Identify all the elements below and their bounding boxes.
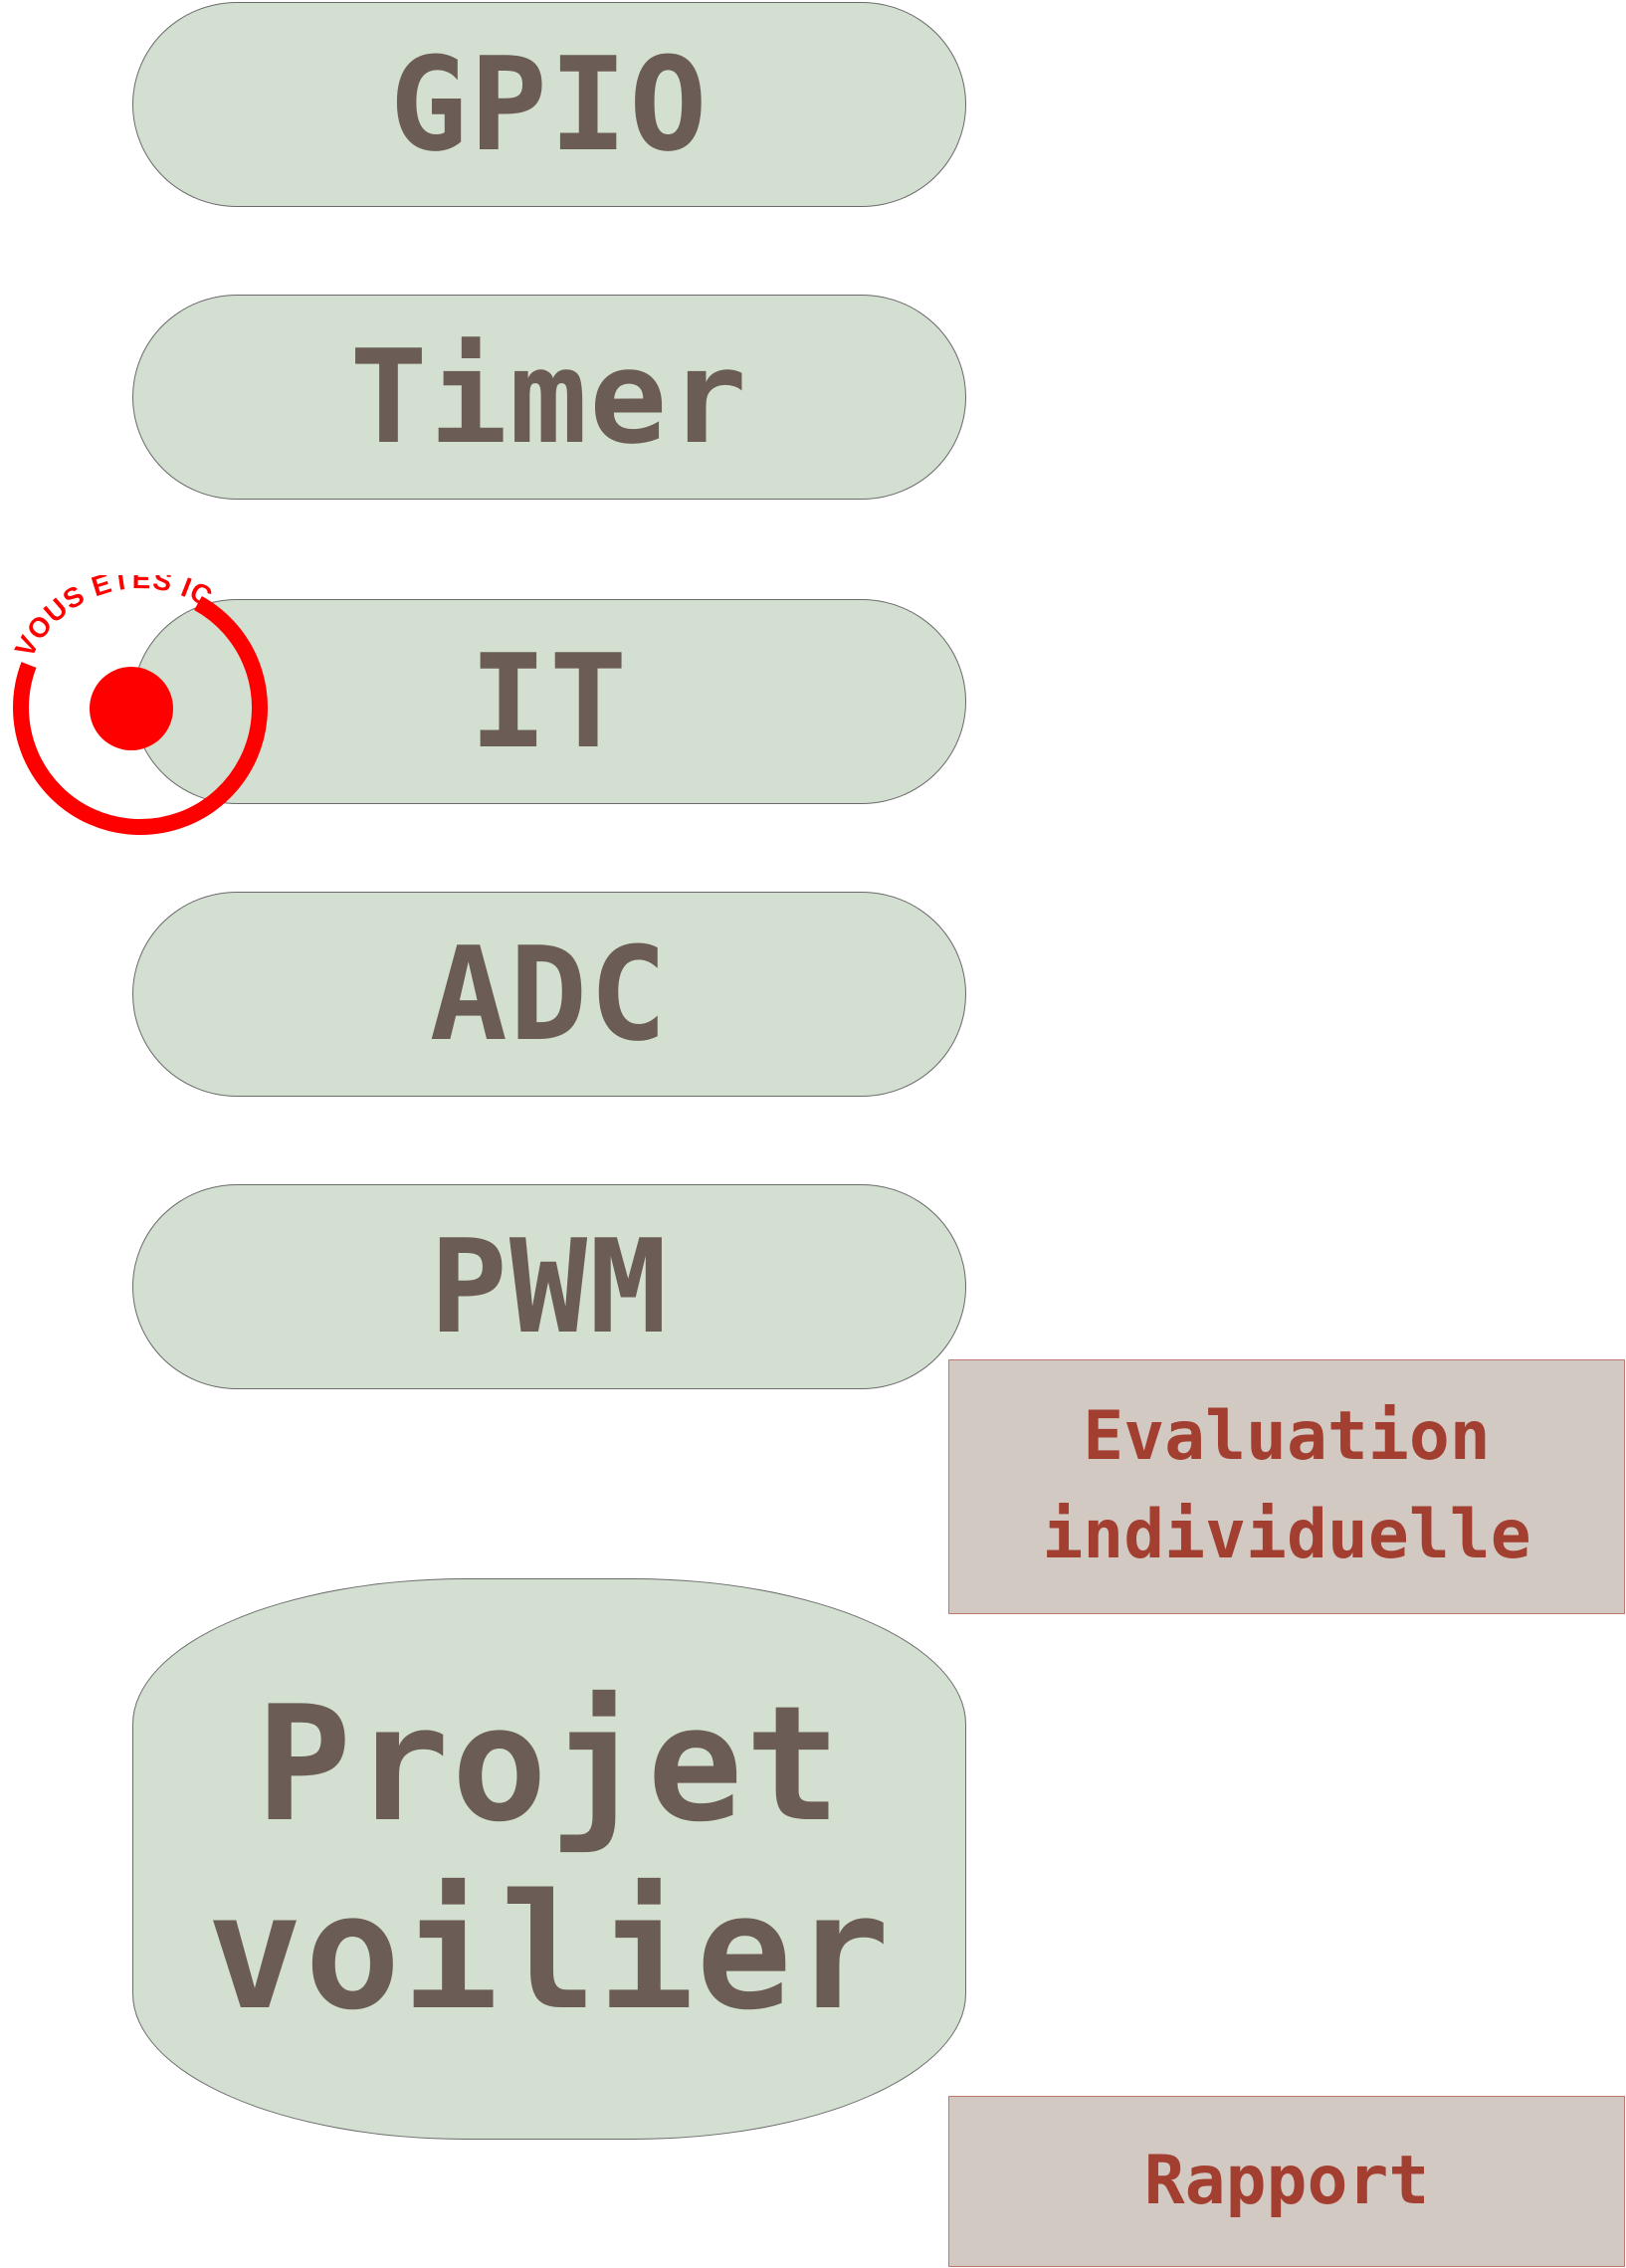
module-gpio-label: GPIO xyxy=(389,29,710,180)
module-it-label: IT xyxy=(469,626,630,777)
module-it[interactable]: IT xyxy=(132,599,966,804)
evaluation-note: Evaluation individuelle xyxy=(948,1359,1625,1614)
rapport-note: Rapport xyxy=(948,2096,1625,2267)
marker-ring xyxy=(13,596,268,836)
module-pwm-label: PWM xyxy=(429,1211,670,1362)
rapport-label: Rapport xyxy=(1143,2141,1430,2220)
you-are-here-marker: VOUS ÊTES ICI xyxy=(0,575,269,844)
module-timer[interactable]: Timer xyxy=(132,295,966,500)
module-adc[interactable]: ADC xyxy=(132,892,966,1097)
marker-label-path: VOUS ÊTES ICI xyxy=(0,575,217,662)
project-title: Projet voilier xyxy=(207,1671,892,2047)
module-gpio[interactable]: GPIO xyxy=(132,2,966,207)
evaluation-line2: individuelle xyxy=(1042,1496,1531,1574)
module-timer-label: Timer xyxy=(349,321,749,473)
module-adc-label: ADC xyxy=(429,919,670,1070)
project-voilier[interactable]: Projet voilier xyxy=(132,1578,966,2140)
marker-label: VOUS ÊTES ICI xyxy=(0,575,218,662)
marker-dot xyxy=(90,667,173,750)
evaluation-line1: Evaluation xyxy=(1083,1397,1491,1477)
module-pwm[interactable]: PWM xyxy=(132,1184,966,1389)
project-title-line1: Projet xyxy=(256,1671,843,1858)
project-title-line2: voilier xyxy=(206,1859,893,2045)
